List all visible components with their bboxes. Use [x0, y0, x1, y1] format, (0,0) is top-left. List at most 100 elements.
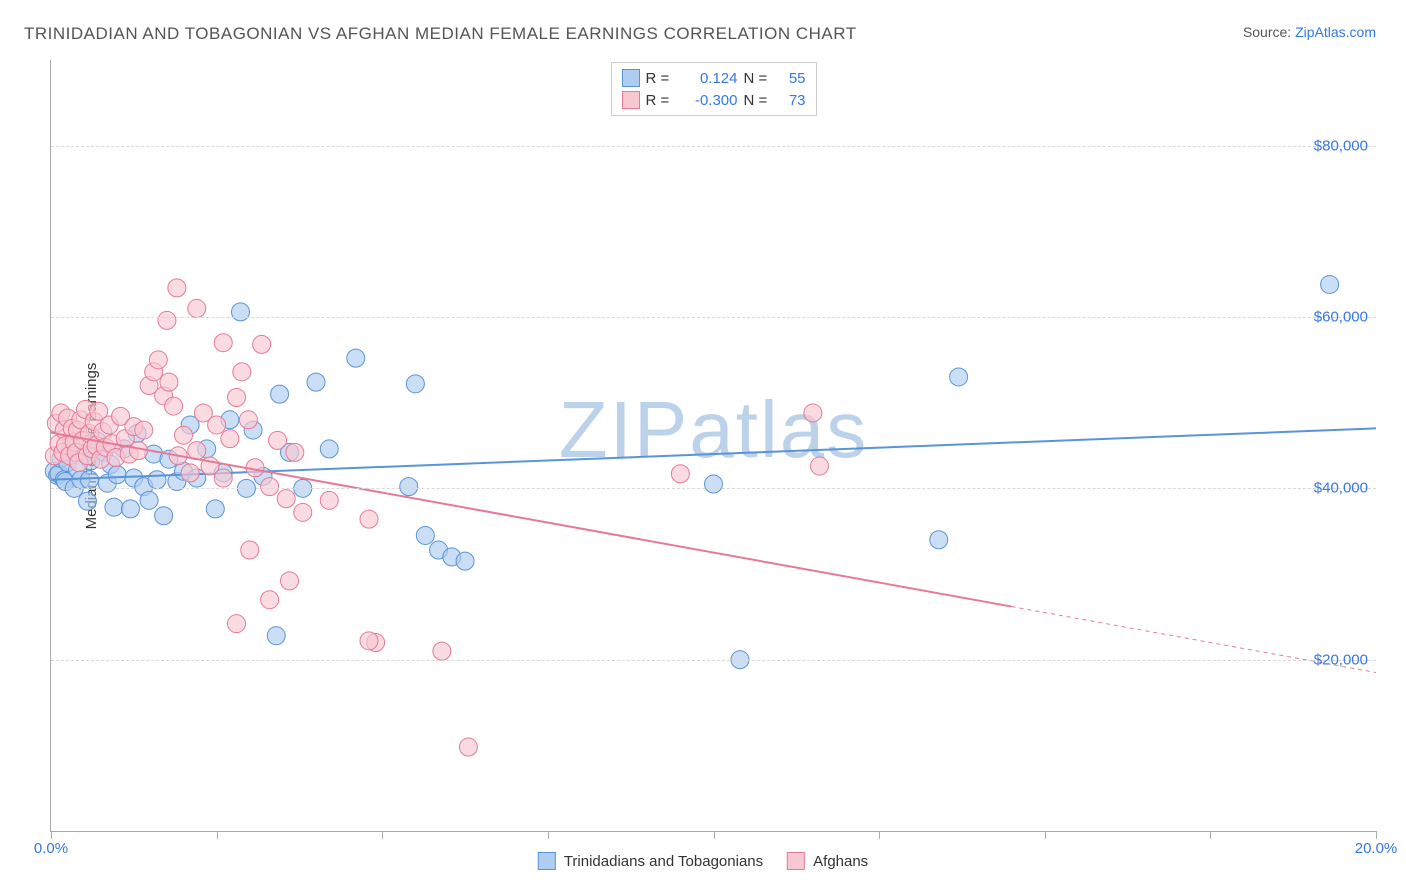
- scatter-point-afghan: [188, 299, 206, 317]
- scatter-point-trinidad: [406, 375, 424, 393]
- x-tick: [1045, 831, 1046, 839]
- legend-swatch-icon: [787, 852, 805, 870]
- scatter-point-trinidad: [307, 373, 325, 391]
- scatter-point-afghan: [433, 642, 451, 660]
- chart-title: TRINIDADIAN AND TOBAGONIAN VS AFGHAN MED…: [24, 24, 857, 44]
- scatter-point-trinidad: [206, 500, 224, 518]
- y-tick-label: $20,000: [1314, 651, 1368, 668]
- scatter-point-trinidad: [1321, 275, 1339, 293]
- scatter-point-trinidad: [400, 478, 418, 496]
- scatter-point-afghan: [233, 363, 251, 381]
- x-tick: [1210, 831, 1211, 839]
- legend-swatch-icon: [622, 91, 640, 109]
- scatter-point-afghan: [261, 478, 279, 496]
- series-legend: Trinidadians and Tobagonians Afghans: [538, 852, 868, 870]
- scatter-point-afghan: [160, 373, 178, 391]
- legend-row-trinidad: R = 0.124 N = 55: [622, 67, 806, 89]
- scatter-point-afghan: [671, 465, 689, 483]
- legend-r-value: 0.124: [678, 70, 738, 87]
- scatter-point-trinidad: [80, 471, 98, 489]
- scatter-point-trinidad: [231, 303, 249, 321]
- scatter-point-afghan: [360, 510, 378, 528]
- scatter-point-afghan: [165, 397, 183, 415]
- scatter-point-afghan: [804, 404, 822, 422]
- scatter-point-afghan: [320, 491, 338, 509]
- scatter-point-afghan: [281, 572, 299, 590]
- legend-n-value: 73: [776, 92, 806, 109]
- scatter-point-afghan: [158, 311, 176, 329]
- series-legend-item-afghan: Afghans: [787, 852, 868, 870]
- scatter-point-trinidad: [320, 440, 338, 458]
- series-legend-item-trinidad: Trinidadians and Tobagonians: [538, 852, 763, 870]
- legend-r-value: -0.300: [678, 92, 738, 109]
- x-tick: [879, 831, 880, 839]
- scatter-point-afghan: [135, 421, 153, 439]
- source-attribution: Source: ZipAtlas.com: [1243, 24, 1376, 40]
- scatter-plot-svg: [51, 60, 1376, 831]
- series-legend-label: Trinidadians and Tobagonians: [564, 853, 763, 870]
- y-tick-label: $40,000: [1314, 480, 1368, 497]
- scatter-point-afghan: [241, 541, 259, 559]
- scatter-point-afghan: [239, 411, 257, 429]
- x-tick: [217, 831, 218, 839]
- legend-swatch-icon: [622, 69, 640, 87]
- scatter-point-afghan: [459, 738, 477, 756]
- chart-plot-area: ZIPatlas R =0.124N =55R =-0.300N =73 $20…: [50, 60, 1376, 832]
- scatter-point-afghan: [228, 389, 246, 407]
- y-tick-label: $60,000: [1314, 309, 1368, 326]
- scatter-point-afghan: [129, 442, 147, 460]
- gridline: [51, 317, 1376, 318]
- scatter-point-trinidad: [930, 531, 948, 549]
- scatter-point-trinidad: [950, 368, 968, 386]
- legend-r-label: R =: [646, 70, 672, 87]
- scatter-point-trinidad: [148, 471, 166, 489]
- scatter-point-afghan: [214, 469, 232, 487]
- scatter-point-trinidad: [105, 498, 123, 516]
- scatter-point-trinidad: [456, 552, 474, 570]
- gridline: [51, 146, 1376, 147]
- scatter-point-trinidad: [78, 492, 96, 510]
- scatter-point-afghan: [168, 279, 186, 297]
- source-label: Source:: [1243, 24, 1291, 40]
- scatter-point-afghan: [286, 443, 304, 461]
- regression-line-afghan: [51, 433, 1012, 607]
- scatter-point-trinidad: [271, 385, 289, 403]
- scatter-point-afghan: [228, 615, 246, 633]
- x-tick-label: 20.0%: [1355, 840, 1398, 857]
- x-tick: [1376, 831, 1377, 839]
- x-tick: [51, 831, 52, 839]
- legend-n-label: N =: [744, 70, 770, 87]
- x-tick: [548, 831, 549, 839]
- scatter-point-trinidad: [416, 526, 434, 544]
- gridline: [51, 660, 1376, 661]
- y-tick-label: $80,000: [1314, 137, 1368, 154]
- x-tick: [714, 831, 715, 839]
- legend-n-value: 55: [776, 70, 806, 87]
- correlation-legend: R = 0.124 N = 55R = -0.300 N = 73: [611, 62, 817, 116]
- gridline: [51, 488, 1376, 489]
- scatter-point-afghan: [261, 591, 279, 609]
- scatter-point-trinidad: [267, 627, 285, 645]
- scatter-point-afghan: [175, 426, 193, 444]
- scatter-point-trinidad: [705, 475, 723, 493]
- scatter-point-afghan: [277, 490, 295, 508]
- scatter-point-afghan: [208, 416, 226, 434]
- scatter-point-afghan: [360, 632, 378, 650]
- legend-row-afghan: R =-0.300N =73: [622, 89, 806, 111]
- x-tick: [382, 831, 383, 839]
- legend-n-label: N =: [744, 92, 770, 109]
- scatter-point-afghan: [149, 351, 167, 369]
- source-link[interactable]: ZipAtlas.com: [1295, 24, 1376, 40]
- scatter-point-trinidad: [122, 500, 140, 518]
- legend-swatch-icon: [538, 852, 556, 870]
- scatter-point-afghan: [221, 430, 239, 448]
- series-legend-label: Afghans: [813, 853, 868, 870]
- scatter-point-trinidad: [108, 466, 126, 484]
- scatter-point-trinidad: [155, 507, 173, 525]
- scatter-point-afghan: [269, 431, 287, 449]
- scatter-point-afghan: [253, 335, 271, 353]
- x-tick-label: 0.0%: [34, 840, 68, 857]
- scatter-point-afghan: [181, 464, 199, 482]
- scatter-point-trinidad: [347, 349, 365, 367]
- scatter-point-afghan: [214, 334, 232, 352]
